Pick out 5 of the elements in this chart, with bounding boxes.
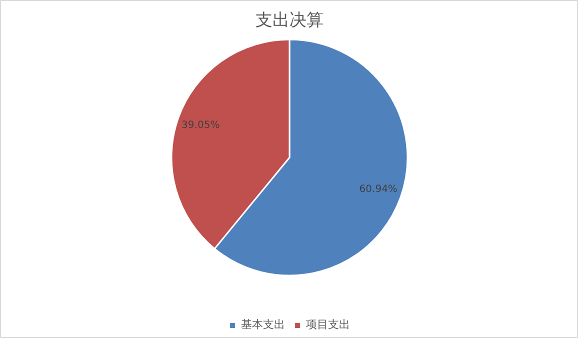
chart-title: 支出决算 [256,10,324,30]
legend-label: 项目支出 [306,317,350,332]
legend-label: 基本支出 [241,317,285,332]
data-label: 39.05% [182,120,220,132]
data-label: 60.94% [359,184,398,195]
